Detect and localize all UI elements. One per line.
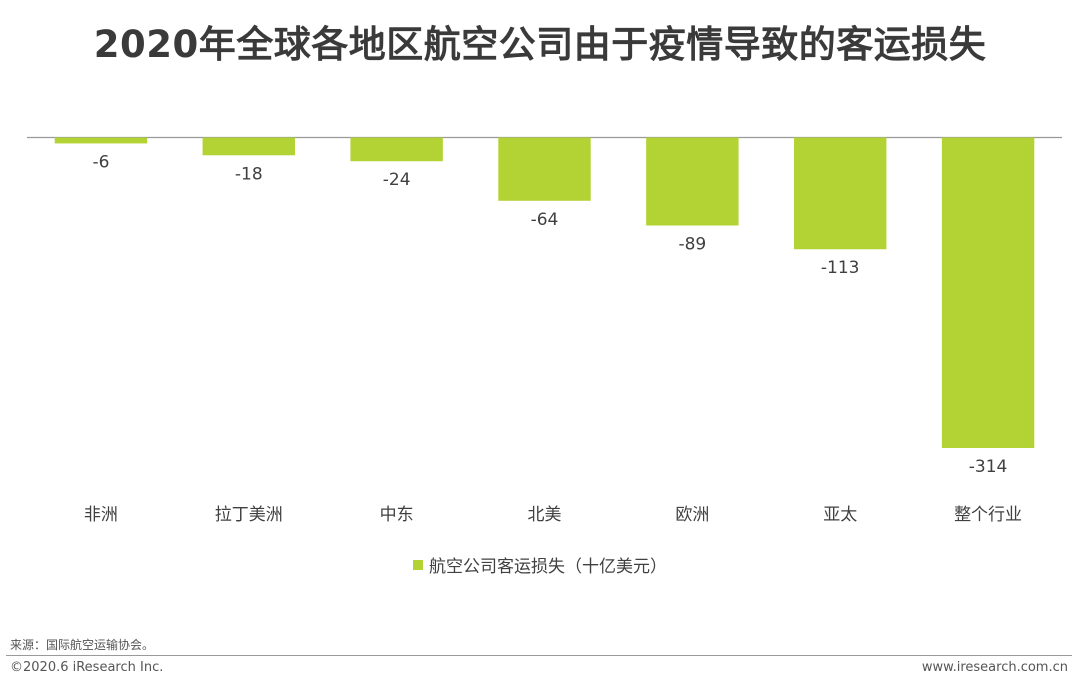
bar-1: [202, 137, 295, 156]
data-label-6: -314: [969, 457, 1008, 477]
data-label-4: -89: [678, 235, 706, 255]
data-label-5: -113: [821, 258, 860, 278]
legend: 航空公司客运损失（十亿美元）: [0, 552, 1080, 577]
bar-0: [54, 137, 148, 144]
bar-3: [498, 137, 591, 201]
source-note: 来源：国际航空运输协会。: [10, 638, 155, 652]
category-label-0: 非洲: [84, 505, 118, 525]
legend-label: 航空公司客运损失（十亿美元）: [429, 557, 667, 577]
category-label-6: 整个行业: [954, 505, 1022, 525]
category-label-5: 亚太: [823, 505, 857, 525]
data-label-2: -24: [383, 170, 411, 190]
legend-swatch: [413, 559, 423, 570]
category-label-2: 中东: [380, 505, 414, 525]
bar-5: [794, 137, 887, 250]
data-label-0: -6: [92, 152, 109, 172]
category-label-4: 欧洲: [675, 505, 709, 525]
footer-divider: [6, 655, 1072, 656]
data-label-1: -18: [235, 164, 263, 184]
bar-4: [646, 137, 739, 226]
bar-2: [350, 137, 443, 162]
bar-6: [941, 137, 1035, 448]
copyright-text: ©2020.6 iResearch Inc.: [10, 660, 164, 675]
chart-title: 2020年全球各地区航空公司由于疫情导致的客运损失: [93, 23, 987, 66]
category-label-1: 拉丁美洲: [215, 505, 283, 525]
website-link[interactable]: www.iresearch.com.cn: [921, 660, 1068, 675]
category-label-3: 北美: [528, 505, 562, 525]
data-label-3: -64: [531, 210, 559, 230]
bar-chart: -6 非洲 -18 拉丁美洲 -24 中东 -64 北美 -89 欧洲 -113 亚太 -314 整个行业: [27, 136, 1062, 525]
